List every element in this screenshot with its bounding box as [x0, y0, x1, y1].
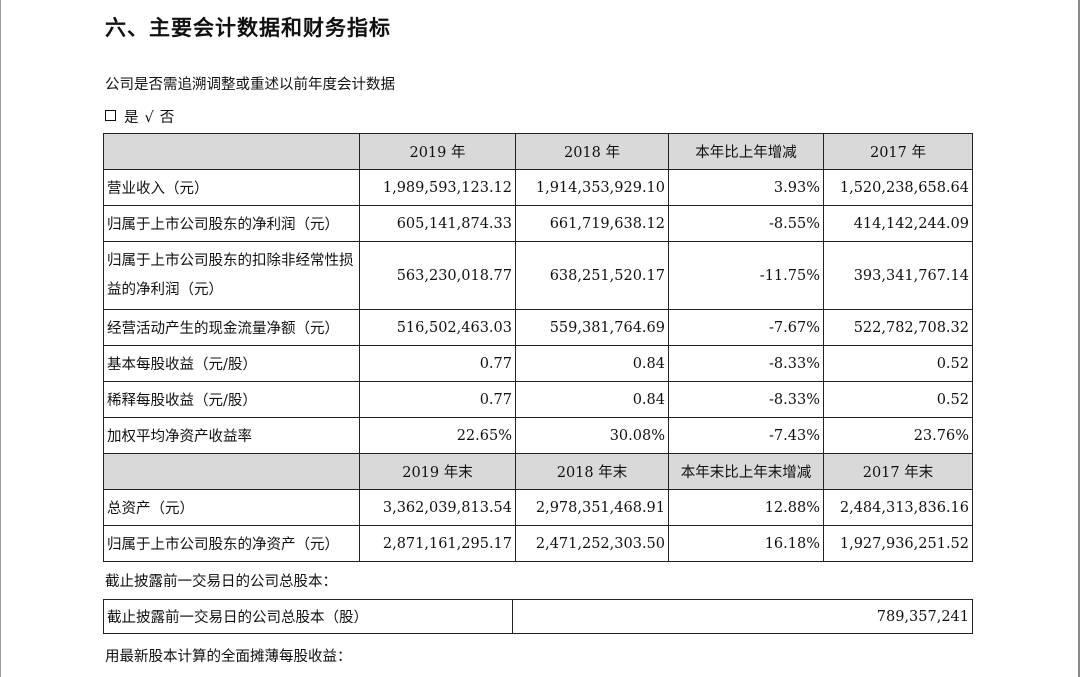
table-cell: 638,251,520.17: [515, 241, 669, 310]
table-cell: -7.43%: [668, 417, 824, 454]
table-cell: 16.18%: [668, 525, 824, 562]
eps-note: 用最新股本计算的全面摊薄每股收益：: [105, 649, 352, 665]
table-row: 加权平均净资产收益率 22.65% 30.08% -7.43% 23.76%: [103, 417, 973, 454]
table-cell: 789,357,241: [512, 599, 973, 634]
table-cell: 605,141,874.33: [359, 205, 516, 242]
table-row: 营业收入（元） 1,989,593,123.12 1,914,353,929.1…: [103, 169, 973, 206]
table-cell: -8.33%: [668, 381, 824, 418]
table-cell: 3,362,039,813.54: [359, 489, 516, 526]
header-cell: 本年比上年增减: [668, 133, 824, 170]
row-label: 总资产（元）: [103, 489, 360, 526]
section-heading: 六、主要会计数据和财务指标: [105, 16, 391, 40]
check-mark: √: [144, 110, 154, 126]
row-label: 基本每股收益（元/股）: [103, 345, 360, 382]
table-cell: -11.75%: [668, 241, 824, 310]
table-cell: 22.65%: [359, 417, 516, 454]
row-label: 加权平均净资产收益率: [103, 417, 360, 454]
row-label: 归属于上市公司股东的净资产（元）: [103, 525, 360, 562]
table-row: 归属于上市公司股东的净利润（元） 605,141,874.33 661,719,…: [103, 205, 973, 242]
table-cell: 0.77: [359, 381, 516, 418]
table-cell: 559,381,764.69: [515, 309, 669, 346]
table-cell: 563,230,018.77: [359, 241, 516, 310]
table-cell: 516,502,463.03: [359, 309, 516, 346]
header-cell: 2017 年: [823, 133, 973, 170]
row-label: 经营活动产生的现金流量净额（元）: [103, 309, 360, 346]
table-header-row: 2019 年末 2018 年末 本年末比上年末增减 2017 年末: [103, 453, 973, 490]
table-cell: 522,782,708.32: [823, 309, 973, 346]
table-cell: 30.08%: [515, 417, 669, 454]
table-cell: 23.76%: [823, 417, 973, 454]
table-cell: 2,484,313,836.16: [823, 489, 973, 526]
row-label: 归属于上市公司股东的净利润（元）: [103, 205, 360, 242]
header-cell: 2019 年末: [359, 453, 516, 490]
header-cell: 2018 年末: [515, 453, 669, 490]
table-cell: 12.88%: [668, 489, 824, 526]
table-cell: 1,520,238,658.64: [823, 169, 973, 206]
restatement-question: 公司是否需追溯调整或重述以前年度会计数据: [105, 77, 395, 93]
financial-data-table: 2019 年 2018 年 本年比上年增减 2017 年 营业收入（元） 1,9…: [103, 133, 973, 562]
table-cell: 393,341,767.14: [823, 241, 973, 310]
table-cell: 2,978,351,468.91: [515, 489, 669, 526]
table-row: 稀释每股收益（元/股） 0.77 0.84 -8.33% 0.52: [103, 381, 973, 418]
table-row: 归属于上市公司股东的净资产（元） 2,871,161,295.17 2,471,…: [103, 525, 973, 562]
header-cell: 2019 年: [359, 133, 516, 170]
row-label: 归属于上市公司股东的扣除非经常性损益的净利润（元）: [103, 241, 360, 310]
table-cell: 0.77: [359, 345, 516, 382]
row-label: 稀释每股收益（元/股）: [103, 381, 360, 418]
table-row: 归属于上市公司股东的扣除非经常性损益的净利润（元） 563,230,018.77…: [103, 241, 973, 310]
table-row: 截止披露前一交易日的公司总股本（股） 789,357,241: [103, 599, 973, 634]
header-cell: 2018 年: [515, 133, 669, 170]
yes-label: 是: [124, 110, 139, 126]
table-cell: 1,927,936,251.52: [823, 525, 973, 562]
table-cell: -8.33%: [668, 345, 824, 382]
table-row: 经营活动产生的现金流量净额（元） 516,502,463.03 559,381,…: [103, 309, 973, 346]
table-row: 总资产（元） 3,362,039,813.54 2,978,351,468.91…: [103, 489, 973, 526]
table-cell: 2,871,161,295.17: [359, 525, 516, 562]
restatement-answer: 是 √ 否: [105, 106, 174, 127]
header-cell: 本年末比上年末增减: [668, 453, 824, 490]
table-cell: 0.52: [823, 345, 973, 382]
page-left-border: [0, 0, 1, 677]
table-cell: 1,914,353,929.10: [515, 169, 669, 206]
header-cell: 2017 年末: [823, 453, 973, 490]
row-label: 营业收入（元）: [103, 169, 360, 206]
header-cell: [103, 453, 360, 490]
share-capital-table: 截止披露前一交易日的公司总股本（股） 789,357,241: [103, 599, 973, 634]
no-label: 否: [159, 110, 175, 126]
table-header-row: 2019 年 2018 年 本年比上年增减 2017 年: [103, 133, 973, 170]
table-cell: 661,719,638.12: [515, 205, 669, 242]
table-row: 基本每股收益（元/股） 0.77 0.84 -8.33% 0.52: [103, 345, 973, 382]
row-label: 截止披露前一交易日的公司总股本（股）: [103, 599, 513, 634]
table-cell: 0.52: [823, 381, 973, 418]
capital-intro: 截止披露前一交易日的公司总股本：: [105, 574, 337, 590]
table-cell: -8.55%: [668, 205, 824, 242]
table-cell: -7.67%: [668, 309, 824, 346]
table-cell: 414,142,244.09: [823, 205, 973, 242]
table-cell: 2,471,252,303.50: [515, 525, 669, 562]
table-cell: 3.93%: [668, 169, 824, 206]
table-cell: 0.84: [515, 345, 669, 382]
table-cell: 1,989,593,123.12: [359, 169, 516, 206]
page-right-border: [1078, 0, 1080, 677]
header-cell: [103, 133, 360, 170]
table-cell: 0.84: [515, 381, 669, 418]
yes-checkbox: [105, 110, 116, 121]
